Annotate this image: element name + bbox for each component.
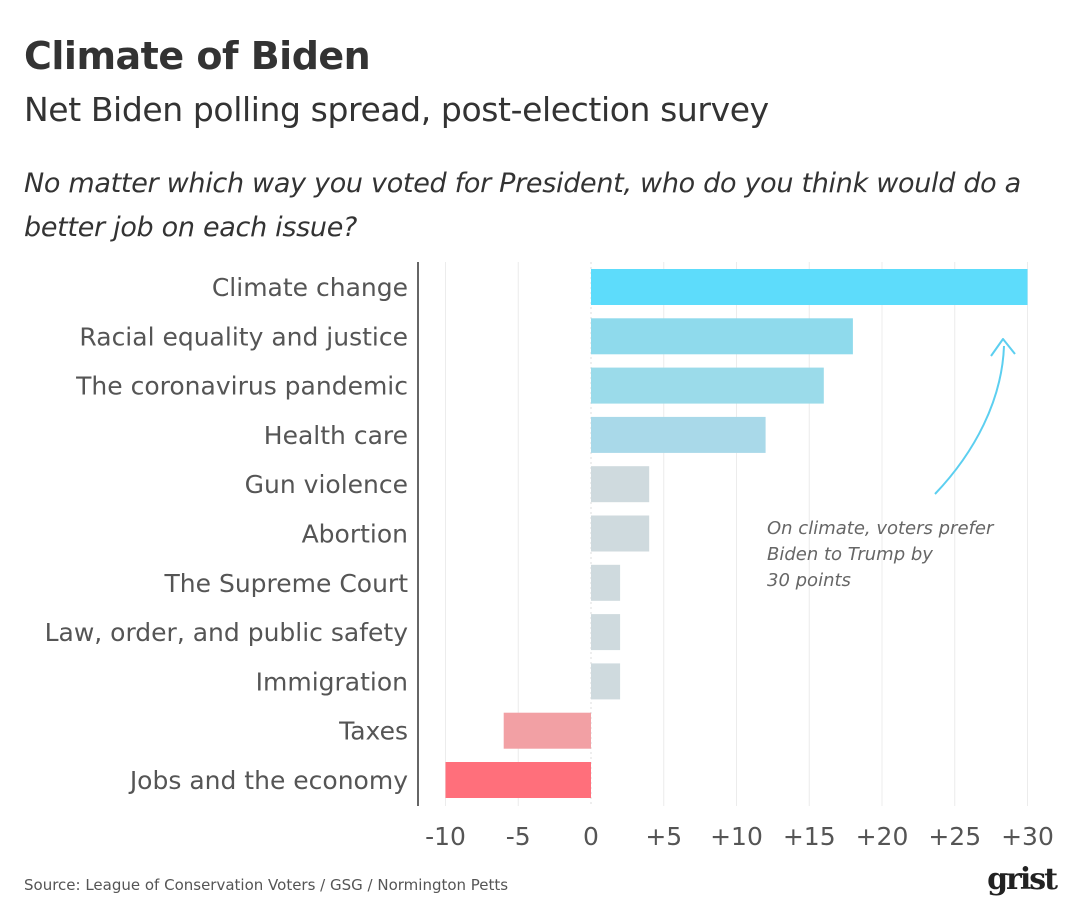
chart-title: Climate of Biden (24, 34, 371, 78)
bar (591, 564, 621, 601)
category-label: Taxes (338, 717, 408, 746)
category-label: The Supreme Court (164, 569, 409, 598)
bar (591, 515, 650, 552)
category-label: Immigration (256, 667, 408, 696)
tick-label: +10 (710, 822, 763, 851)
category-label: Racial equality and justice (79, 322, 408, 351)
annotation-arrow (934, 345, 1005, 495)
grist-logo: grist (987, 862, 1058, 897)
annotation: On climate, voters prefer Biden to Trump … (767, 338, 1016, 591)
tick-label: +20 (856, 822, 909, 851)
tick-label: +30 (1001, 822, 1054, 851)
bar (503, 712, 591, 749)
category-label: Law, order, and public safety (45, 618, 409, 647)
category-label: Abortion (302, 520, 408, 549)
arrow-head (990, 338, 1016, 357)
annotation-text: 30 points (767, 570, 851, 591)
category-label: Jobs and the economy (128, 766, 408, 795)
bar (591, 318, 853, 355)
bar (591, 416, 766, 453)
tick-label: +5 (645, 822, 682, 851)
tick-label: -10 (425, 822, 466, 851)
annotation-text: On climate, voters prefer (767, 518, 995, 539)
chart-subtitle: Net Biden polling spread, post-election … (24, 90, 769, 129)
tick-label: 0 (583, 822, 599, 851)
tick-label: +25 (928, 822, 981, 851)
bar (591, 614, 621, 651)
bar (591, 269, 1028, 305)
category-label: The coronavirus pandemic (75, 372, 408, 401)
category-labels: Climate change Racial equality and justic… (45, 273, 409, 795)
category-label: Gun violence (245, 470, 408, 499)
bars (445, 269, 1028, 798)
category-label: Climate change (212, 273, 408, 302)
bar (591, 663, 621, 700)
bar (591, 367, 824, 404)
category-label: Health care (264, 421, 408, 450)
bar (445, 762, 591, 798)
bar (591, 466, 650, 503)
annotation-text: Biden to Trump by (767, 544, 933, 565)
tick-labels: -10 -5 0 +5 +10 +15 +20 +25 +30 (425, 822, 1054, 851)
source-note: Source: League of Conservation Voters / … (24, 876, 509, 894)
survey-question: No matter which way you voted for Presid… (24, 168, 1021, 243)
tick-label: +15 (783, 822, 836, 851)
tick-label: -5 (506, 822, 531, 851)
